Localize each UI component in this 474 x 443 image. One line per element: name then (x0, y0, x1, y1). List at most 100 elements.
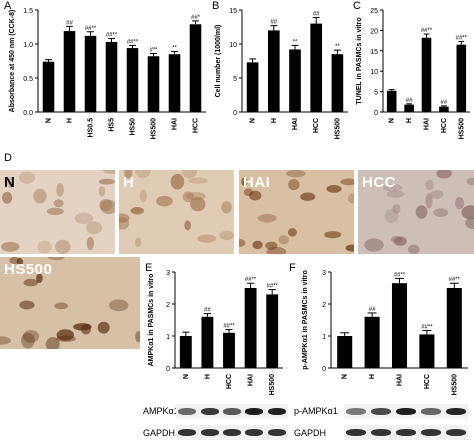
chart-c-significance-label: ## (441, 100, 448, 106)
micrograph-cell (181, 170, 198, 179)
micrograph-cell (81, 324, 91, 335)
blot-band (445, 429, 466, 436)
blot-band (178, 408, 197, 415)
micrograph-cell (19, 300, 35, 310)
micrograph-cell (2, 191, 13, 204)
micrograph-cell (436, 170, 452, 179)
chart-a-bar (126, 48, 139, 112)
micrograph-cell (53, 199, 64, 208)
micrograph-cell (1, 241, 20, 252)
chart-c-x-tick-label: N (389, 118, 396, 123)
micrograph-cell (184, 220, 192, 231)
chart-b-x-tick-label: HAI (292, 118, 299, 130)
blot-band (245, 429, 264, 436)
chart-c-x-tick-label: H (406, 118, 413, 123)
chart-c-y-label: TUNEL in PASMCs in vitro (356, 17, 363, 104)
micrograph-hcc: HCC (358, 170, 474, 254)
micrograph-label: N (4, 174, 16, 191)
micrograph-cell (265, 241, 278, 250)
chart-e-y-tick-label: 0 (166, 366, 170, 373)
micrograph-cell (347, 193, 354, 204)
chart-a-bar (42, 61, 55, 112)
chart-e-significance-label: ## (204, 308, 211, 314)
chart-c-bar (456, 44, 467, 112)
blot-e-strip-2 (176, 425, 288, 440)
micrograph-cell (108, 299, 129, 312)
micrograph-cell (119, 217, 130, 230)
micrograph-cell (139, 189, 147, 203)
micrograph-cell (266, 246, 287, 254)
micrograph-cell (135, 170, 151, 179)
micrograph-cell (102, 170, 115, 174)
chart-b-bar (310, 23, 323, 113)
micrograph-hai: HAI (239, 170, 354, 254)
micrograph-h: H (119, 170, 234, 254)
micrograph-cell (86, 236, 95, 251)
micrograph-cell (364, 238, 384, 252)
blot-band (371, 408, 392, 415)
micrograph-cell (286, 170, 306, 178)
chart-c-y-tick-label: 15 (370, 49, 378, 56)
blot-f-row-label-1: p-AMPKα1 (294, 406, 338, 416)
western-blot-f: p-AMPKα1 GAPDH (292, 400, 474, 443)
chart-f-y-tick-label: 0 (322, 366, 326, 373)
chart-a-significance-label: ** (172, 45, 177, 51)
panel-letter-d: D (4, 152, 12, 164)
chart-e-y-label: AMPKα1 in PASMCs in vitro (148, 274, 155, 367)
micrograph-n: N (0, 170, 115, 254)
chart-a-significance-label: ##** (106, 33, 118, 39)
chart-f-y-tick-label: 2 (322, 302, 326, 309)
micrograph-hs500: HS500 (0, 257, 140, 349)
micrograph-cell (455, 197, 465, 210)
chart-f-significance-label: ##** (394, 272, 406, 278)
blot-band (445, 408, 466, 415)
western-blot-e: AMPKα1 GAPDH (140, 400, 290, 443)
micrograph-cell (86, 221, 103, 235)
micrograph-cell (98, 178, 115, 185)
micrograph-cell (221, 201, 232, 214)
panel-letter-c: C (353, 0, 361, 12)
chart-b-significance-label: ** (293, 39, 298, 45)
blot-e-row-label-2: GAPDH (143, 428, 176, 438)
micrograph-cell (186, 192, 206, 201)
chart-e-x-tick-label: N (183, 374, 190, 379)
chart-a-x-tick-label: HS5 (109, 118, 116, 132)
chart-a-y-label: Absorbance at 450 nm (CCK-8) (9, 10, 16, 113)
chart-f-bar (419, 334, 435, 368)
micrograph-cell (130, 206, 144, 215)
chart-a-significance-label: ##** (85, 26, 97, 32)
chart-c-tunel: 0 5 10 15 20 25 TUNEL in PASMCs in vitro N ## H ##… (353, 0, 474, 152)
micrograph-cell (239, 238, 246, 247)
chart-a-significance-label: ##* (191, 15, 201, 21)
chart-f-significance-label: ##** (449, 277, 461, 283)
blot-band (396, 429, 416, 436)
micrograph-cell (340, 178, 354, 186)
panel-letter-f: F (289, 262, 296, 274)
chart-f-significance-label: ##** (421, 325, 433, 331)
micrograph-cell (407, 244, 420, 254)
chart-a-x-tick-label: HS0.5 (88, 118, 95, 138)
chart-e-x-tick-label: HCC (226, 374, 233, 389)
micrograph-cell (36, 273, 43, 284)
blot-band (200, 429, 219, 436)
chart-f-x-tick-label: N (342, 374, 349, 379)
chart-a-x-tick-label: HS50 (130, 118, 137, 136)
chart-b-y-tick-label: 5 (233, 76, 237, 83)
chart-f-x-tick-label: HS500 (451, 374, 458, 396)
blot-band (396, 408, 416, 415)
blot-band (346, 408, 367, 415)
chart-f-bar (364, 316, 380, 368)
chart-a-y-tick-label: 1.5 (23, 8, 33, 15)
chart-a-x-tick-label: HCC (193, 118, 200, 133)
chart-b-x-tick-label: H (271, 118, 278, 123)
micrograph-cell (56, 183, 64, 197)
chart-c-y-tick-label: 5 (374, 90, 378, 97)
chart-a-significance-label: ## (66, 20, 73, 26)
micrograph-cell (170, 173, 185, 190)
chart-b-significance-label: ** (335, 44, 340, 50)
micrograph-cell (393, 236, 407, 247)
chart-b-x-tick-label: N (250, 118, 257, 123)
blot-f-strip-1 (344, 404, 468, 419)
chart-e-bar (266, 294, 279, 368)
micrograph-cell (21, 332, 35, 349)
